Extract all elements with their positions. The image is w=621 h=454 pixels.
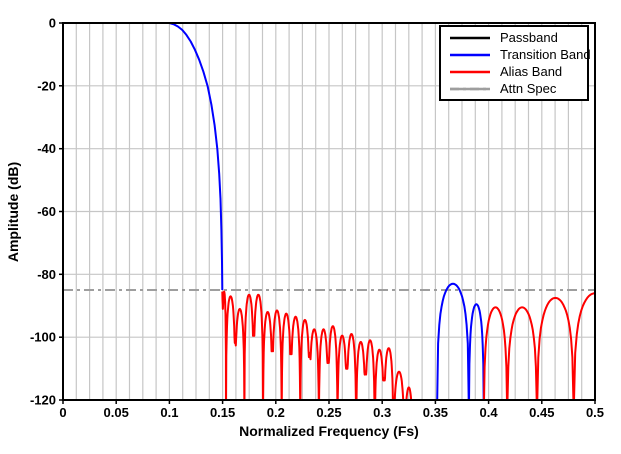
svg-text:0.2: 0.2 [267,405,285,420]
legend-label: Passband [500,30,558,45]
tick-labels: 0 0.05 0.1 0.15 0.2 0.25 0.3 0.35 0.4 0.45 0.5 0 -20… [30,16,604,421]
svg-text:0.1: 0.1 [160,405,178,420]
svg-text:-40: -40 [37,141,56,156]
svg-text:0.25: 0.25 [316,405,341,420]
legend: Passband Transition Band Alias Band Attn… [439,25,591,101]
svg-text:-100: -100 [30,330,56,345]
passband-line-sample [450,36,490,39]
attn-spec-line-sample [450,87,490,90]
svg-text:0.15: 0.15 [210,405,235,420]
svg-text:0: 0 [49,16,56,31]
legend-item-passband: Passband [441,30,587,46]
svg-text:-20: -20 [37,78,56,93]
svg-text:-80: -80 [37,267,56,282]
svg-text:-60: -60 [37,204,56,219]
svg-text:0.4: 0.4 [480,405,499,420]
svg-text:0.05: 0.05 [104,405,129,420]
transition-band-line-sample [450,53,490,56]
alias-band-line-sample [450,70,490,73]
x-axis-title: Normalized Frequency (Fs) [239,423,419,439]
svg-text:0.45: 0.45 [529,405,554,420]
legend-item-transition-band: Transition Band [441,47,591,63]
svg-text:0: 0 [59,405,66,420]
axes-frame [59,22,596,404]
y-axis-title: Amplitude (dB) [5,161,21,263]
legend-label: Alias Band [500,64,563,79]
grid-lines [63,23,595,400]
legend-item-attn-spec: Attn Spec [441,81,587,97]
svg-text:0.3: 0.3 [373,405,391,420]
legend-label: Transition Band [500,47,591,62]
svg-text:-120: -120 [30,393,56,408]
legend-item-alias-band: Alias Band [441,64,587,80]
svg-text:0.5: 0.5 [586,405,604,420]
svg-text:0.35: 0.35 [423,405,448,420]
response-curves [63,23,595,400]
legend-label: Attn Spec [500,81,557,96]
